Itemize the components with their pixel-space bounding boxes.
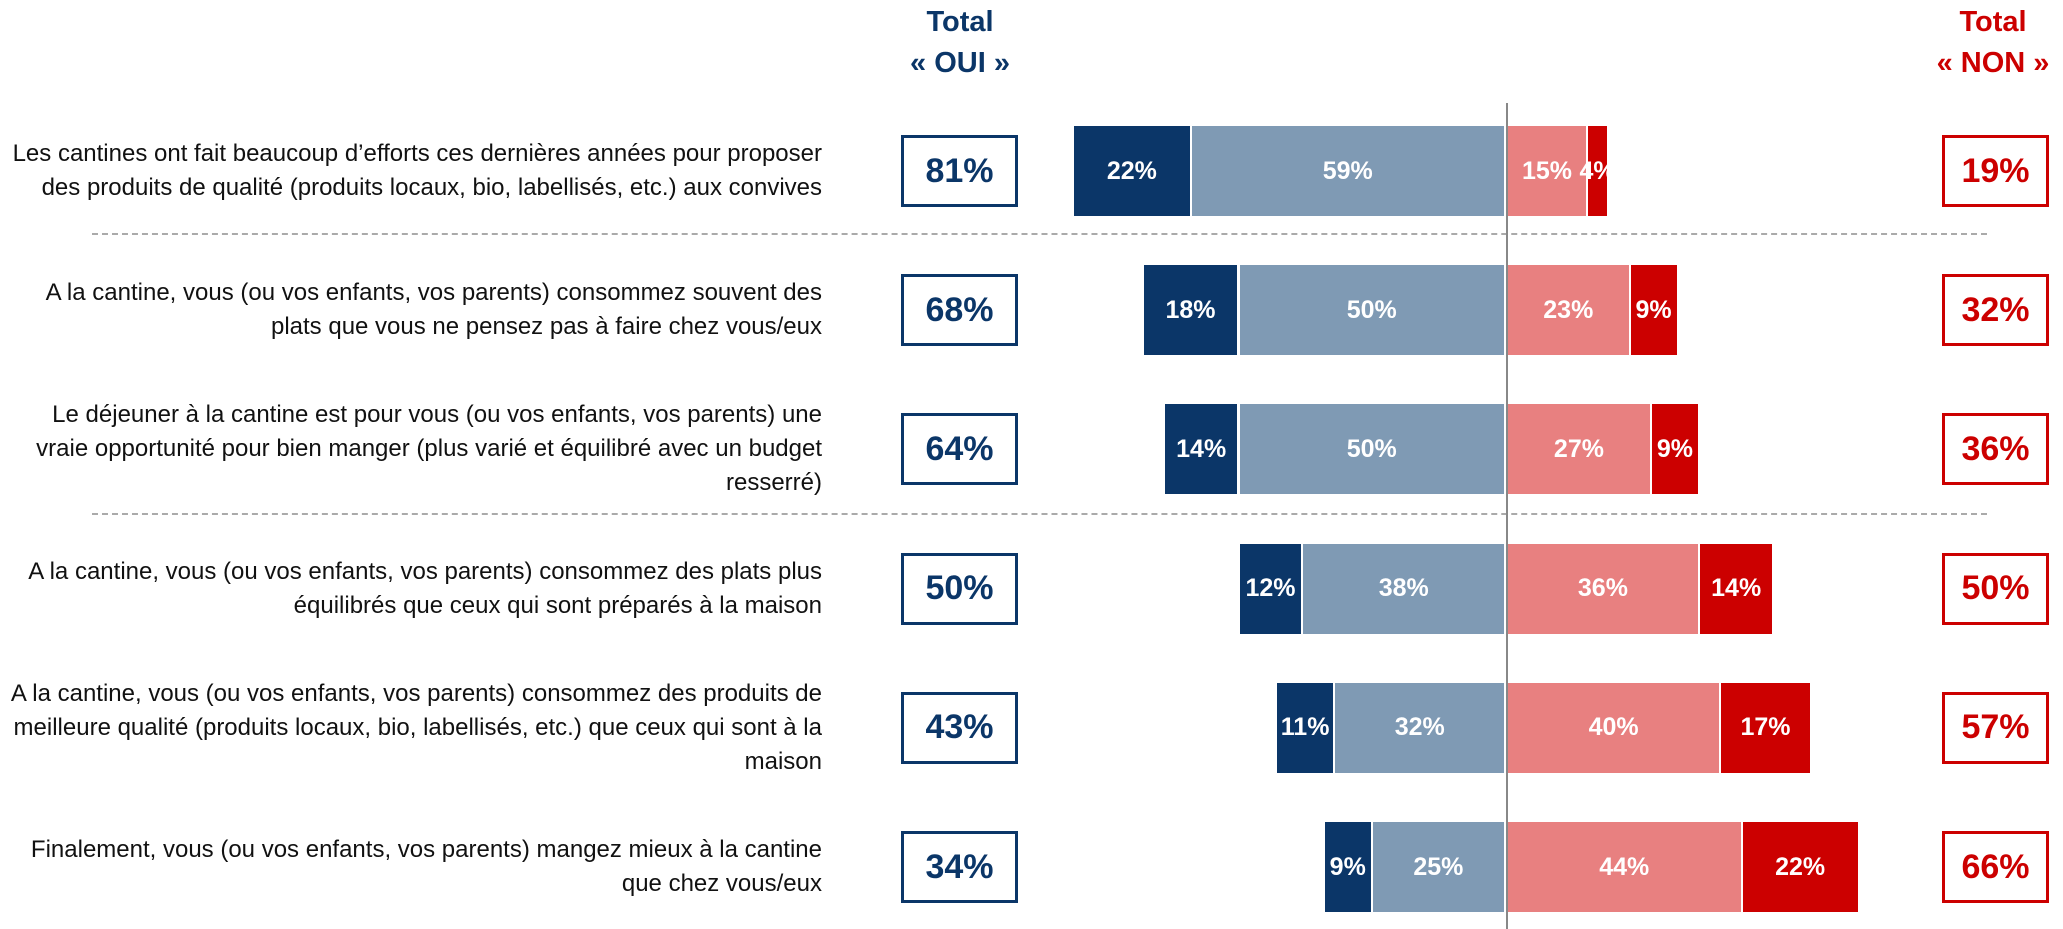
bar-segment: 59% (1191, 126, 1506, 216)
value-label: 32% (1394, 713, 1445, 742)
bar-segment: 38% (1303, 543, 1506, 634)
value-label: 9% (1329, 852, 1366, 881)
category-label: A la cantine, vous (ou vos enfants, vos … (10, 679, 822, 775)
center-line (1506, 103, 1508, 929)
value-label: 36% (1577, 574, 1628, 603)
value-label: 38% (1378, 574, 1429, 603)
value-label: 50% (1346, 434, 1397, 463)
bar-segment: 32% (1335, 682, 1506, 773)
total-box: 50% (901, 552, 1018, 625)
total-label: 50% (925, 569, 994, 608)
value-label: 14% (1711, 574, 1762, 603)
total-label: 36% (1961, 429, 2030, 468)
bar-segment: 25% (1372, 822, 1506, 912)
bar-segment: 17% (1721, 682, 1812, 773)
value-label: 9% (1656, 434, 1693, 463)
total-box: 19% (1942, 135, 2049, 207)
category-label: A la cantine, vous (ou vos enfants, vos … (28, 557, 822, 619)
total-label: 19% (1961, 151, 2030, 190)
value-label: 40% (1588, 713, 1639, 742)
bar-segment: 40% (1508, 682, 1722, 773)
bar-segment: 22% (1074, 126, 1192, 216)
total-box: 43% (901, 691, 1018, 764)
value-label: 14% (1176, 434, 1227, 463)
total-label: 68% (925, 290, 994, 329)
value-label: 25% (1413, 852, 1464, 881)
total-box: 57% (1942, 691, 2049, 764)
value-label: 9% (1635, 295, 1672, 324)
total-box: 34% (901, 831, 1018, 903)
value-label: 4% (1579, 156, 1616, 185)
total-label: 81% (925, 151, 994, 190)
bar-segment: 44% (1508, 822, 1743, 912)
bar-segment: 50% (1239, 265, 1506, 356)
separator (92, 513, 1987, 515)
value-label: 11% (1280, 713, 1330, 742)
bar-segment: 36% (1508, 543, 1700, 634)
bar-segment: 23% (1508, 265, 1631, 356)
bar-segment: 14% (1699, 543, 1775, 634)
total-box: 32% (1942, 274, 2049, 347)
separator (92, 233, 1987, 235)
bar-segment: 18% (1143, 265, 1240, 356)
total-box: 68% (901, 274, 1018, 347)
column-header: « OUI » (910, 47, 1010, 79)
bar-segment: 27% (1508, 404, 1652, 495)
category-label: Le déjeuner à la cantine est pour vous (… (36, 401, 822, 497)
value-label: 18% (1165, 295, 1216, 324)
bar-segment: 9% (1324, 822, 1373, 912)
total-box: 81% (901, 135, 1018, 207)
category-label: A la cantine, vous (ou vos enfants, vos … (45, 279, 822, 341)
total-label: 43% (925, 708, 994, 747)
total-label: 50% (1961, 569, 2030, 608)
bar-segment: 50% (1239, 404, 1506, 495)
value-label: 12% (1245, 574, 1296, 603)
bar-segment: 4% (1580, 126, 1616, 216)
category-label: Les cantines ont fait beaucoup d’efforts… (12, 140, 822, 201)
bar-segment: 15% (1508, 126, 1588, 216)
value-label: 15% (1521, 156, 1572, 185)
bar-segment: 11% (1276, 682, 1336, 773)
bar-segment: 22% (1742, 822, 1860, 912)
total-label: 57% (1961, 708, 2030, 747)
total-label: 32% (1961, 290, 2030, 329)
bar-segment: 9% (1651, 404, 1700, 495)
value-label: 50% (1346, 295, 1397, 324)
bar-segment: 12% (1239, 543, 1304, 634)
value-label: 59% (1322, 156, 1373, 185)
value-label: 23% (1543, 295, 1594, 324)
total-box: 36% (1942, 413, 2049, 486)
column-header: Total (926, 6, 994, 38)
bar-segment: 14% (1164, 404, 1240, 495)
value-label: 44% (1599, 852, 1650, 881)
column-header: Total (1959, 6, 2027, 38)
total-label: 64% (925, 429, 994, 468)
total-box: 66% (1942, 831, 2049, 903)
total-box: 64% (901, 413, 1018, 486)
value-label: 22% (1106, 156, 1157, 185)
total-label: 34% (925, 847, 994, 886)
value-label: 27% (1553, 434, 1604, 463)
value-label: 17% (1740, 713, 1791, 742)
total-label: 66% (1961, 847, 2030, 886)
bar-segment: 9% (1630, 265, 1679, 356)
value-label: 22% (1775, 852, 1826, 881)
total-box: 50% (1942, 552, 2049, 625)
category-label: Finalement, vous (ou vos enfants, vos pa… (30, 836, 822, 897)
column-header: « NON » (1936, 47, 2050, 79)
